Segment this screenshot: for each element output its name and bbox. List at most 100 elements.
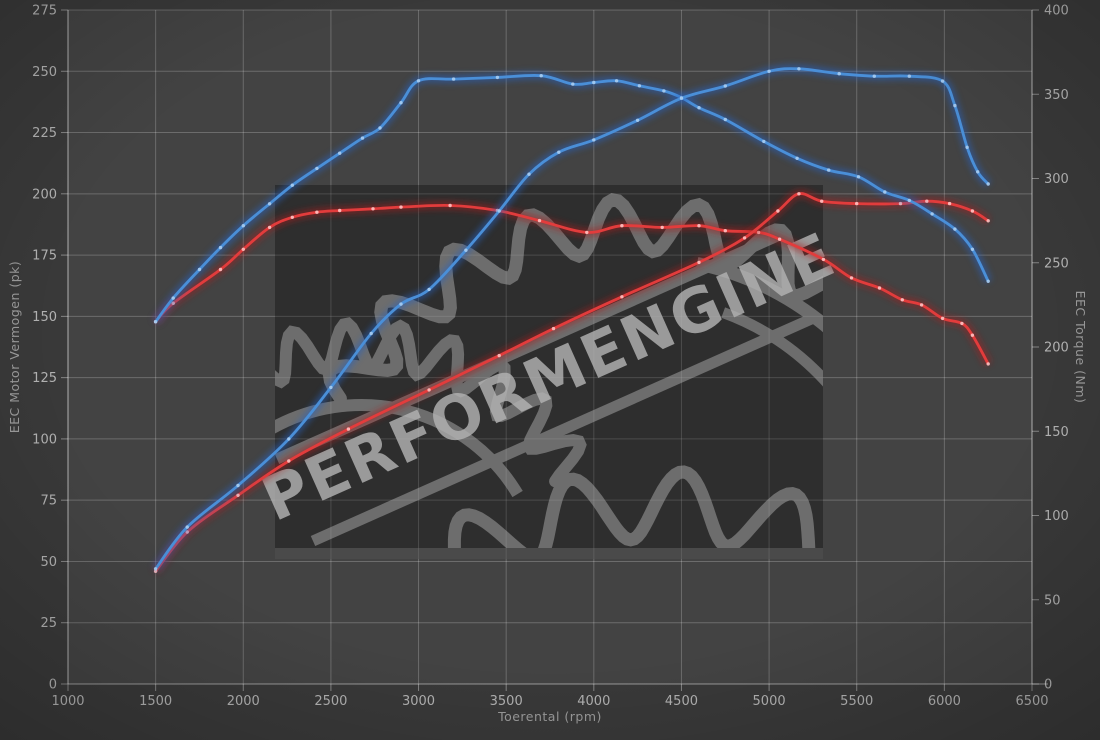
torque-origineel-point [315,210,319,214]
left-tick-label: 225 [32,126,57,141]
x-tick-label: 1500 [139,694,172,709]
torque-origineel-point [877,286,882,290]
torque-tuned-point [378,126,382,130]
vermogen-tuned-point [907,74,911,78]
x-tick-label: 2000 [227,694,260,709]
vermogen-origineel-point [697,260,701,265]
vermogen-origineel-point [346,427,351,431]
torque-origineel-point [241,247,245,251]
torque-tuned-point [907,198,911,203]
torque-origineel-point [777,237,782,241]
torque-origineel-point [986,362,990,366]
torque-tuned-point [241,224,245,228]
x-tick-label: 6500 [1015,694,1048,709]
vermogen-tuned-point [986,182,990,186]
torque-tuned-point [953,227,957,231]
left-tick-label: 250 [32,65,57,80]
torque-origineel-point [970,333,975,337]
torque-origineel-point [338,208,342,213]
vermogen-tuned-point [592,138,596,142]
left-tick-label: 150 [32,310,57,325]
torque-tuned-point [592,80,596,85]
torque-origineel-point [218,267,223,272]
torque-tuned-point [930,212,934,216]
torque-origineel-point [448,203,452,208]
torque-origineel-point [849,276,854,280]
right-axis-title: EEC Torque (Nm) [1073,291,1088,404]
vermogen-tuned-point [976,170,980,174]
vermogen-tuned-point [940,79,945,83]
torque-origineel-point [660,225,664,230]
vermogen-tuned-point [185,525,189,529]
torque-tuned-point [986,279,990,283]
vermogen-origineel-point [776,209,780,213]
x-tick-label: 4500 [665,694,698,709]
torque-tuned-point [153,320,158,324]
right-tick-label: 350 [1044,88,1069,103]
left-tick-label: 0 [49,678,57,693]
x-tick-label: 3000 [402,694,435,709]
torque-tuned-point [762,139,766,144]
torque-origineel-point [371,207,375,211]
left-tick-label: 175 [32,249,57,264]
torque-tuned-point [171,296,175,300]
right-tick-label: 150 [1044,425,1069,440]
vermogen-tuned-point [464,248,468,252]
torque-origineel-point [267,225,272,230]
left-tick-label: 200 [32,187,57,202]
torque-origineel-point [399,205,403,209]
torque-tuned-point [495,75,500,80]
right-tick-label: 100 [1044,509,1069,524]
vermogen-tuned-point [236,483,240,488]
x-tick-label: 1000 [51,694,84,709]
x-tick-label: 4000 [577,694,610,709]
vermogen-origineel-point [820,199,824,203]
vermogen-tuned-point [953,103,957,108]
vermogen-tuned-point [497,209,501,213]
torque-tuned-point [856,175,861,179]
vermogen-origineel-point [427,388,431,392]
x-tick-label: 5000 [753,694,786,709]
vermogen-tuned-point [767,69,771,74]
vermogen-tuned-point [965,145,969,149]
vermogen-origineel-point [742,236,747,240]
left-axis-title: EEC Motor Vermogen (pk) [7,261,22,434]
left-tick-label: 25 [40,616,57,631]
x-axis-title: Toerental (rpm) [497,709,602,724]
torque-tuned-point [827,168,831,172]
vermogen-tuned-point [399,302,403,306]
left-tick-label: 75 [40,494,57,509]
vermogen-origineel-point [898,201,903,206]
torque-origineel-point [585,230,589,235]
left-tick-label: 100 [32,432,57,447]
vermogen-origineel-point [855,201,859,206]
torque-tuned-point [795,156,799,160]
right-tick-label: 50 [1044,593,1061,608]
vermogen-tuned-point [837,72,841,76]
vermogen-tuned-point [872,74,876,78]
torque-tuned-point [416,79,421,83]
vermogen-origineel-point [236,493,240,497]
vermogen-tuned-point [557,150,561,154]
torque-tuned-point [218,245,223,250]
vermogen-tuned-point [329,385,333,390]
torque-origineel-point [723,229,727,233]
torque-tuned-point [267,202,272,206]
vermogen-tuned-point [153,567,158,571]
right-tick-label: 250 [1044,256,1069,271]
torque-tuned-point [399,101,403,105]
torque-tuned-point [315,166,319,171]
watermark-bottom-edge [275,548,823,559]
torque-tuned-point [614,79,619,83]
vermogen-tuned-point [723,84,727,88]
torque-tuned-point [360,136,365,140]
vermogen-tuned-point [527,172,531,176]
torque-origineel-point [919,303,924,307]
torque-tuned-point [539,74,543,78]
torque-origineel-point [697,224,701,228]
vermogen-origineel-point [497,353,501,358]
torque-origineel-point [940,316,945,321]
torque-tuned-point [451,77,456,81]
